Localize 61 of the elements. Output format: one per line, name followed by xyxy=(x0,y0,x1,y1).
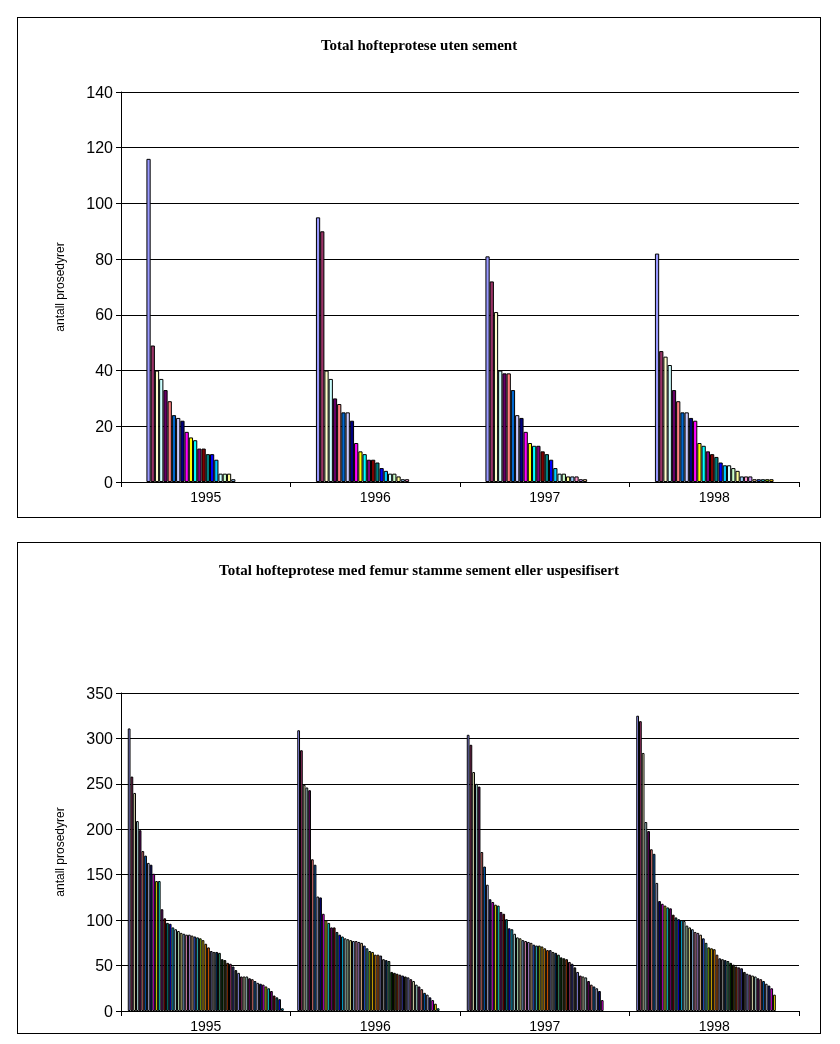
bar xyxy=(375,462,380,482)
bar xyxy=(570,476,575,482)
y-tick-label: 120 xyxy=(86,139,114,157)
bar xyxy=(222,473,227,482)
bar xyxy=(748,476,753,482)
bar xyxy=(371,459,376,482)
bar xyxy=(536,445,541,482)
bar xyxy=(506,373,511,482)
bar xyxy=(565,476,571,482)
bar xyxy=(714,456,719,482)
bar xyxy=(532,445,537,482)
bar xyxy=(722,465,727,482)
bar xyxy=(362,454,367,482)
y-axis-title: antall prosedyrer xyxy=(53,242,67,332)
bar xyxy=(710,454,715,482)
bar xyxy=(726,465,732,482)
bar xyxy=(209,454,215,482)
y-tick-label: 350 xyxy=(86,684,114,702)
y-tick-label: 100 xyxy=(86,194,114,212)
bar xyxy=(544,454,549,482)
bar xyxy=(701,445,706,482)
y-tick-label: 80 xyxy=(95,250,114,268)
chart-title: Total hofteprotese uten sement xyxy=(320,36,518,53)
bar xyxy=(502,373,507,482)
bar xyxy=(387,473,393,482)
y-tick-label: 140 xyxy=(86,83,114,101)
y-tick-label: 0 xyxy=(104,473,114,491)
bar xyxy=(383,470,388,482)
y-tick-label: 100 xyxy=(86,911,114,929)
y-tick-label: 40 xyxy=(95,362,114,380)
bar xyxy=(743,476,749,482)
bar xyxy=(574,476,579,482)
bar xyxy=(684,412,689,482)
bar xyxy=(226,473,232,482)
x-tick-label: 1995 xyxy=(190,1018,222,1034)
y-tick-label: 20 xyxy=(95,417,114,435)
x-tick-label: 1997 xyxy=(529,489,561,505)
bar xyxy=(345,412,350,482)
y-tick-label: 200 xyxy=(86,820,114,838)
x-tick-label: 1997 xyxy=(529,1018,561,1034)
bar xyxy=(396,476,401,482)
y-tick-label: 50 xyxy=(95,957,114,975)
bar xyxy=(735,470,740,482)
x-tick-label: 1998 xyxy=(698,1018,731,1034)
x-tick-label: 1996 xyxy=(359,489,392,505)
bar xyxy=(176,417,181,482)
bar xyxy=(201,448,206,482)
bar xyxy=(392,473,397,482)
x-tick-label: 1995 xyxy=(190,489,222,505)
bar xyxy=(731,468,736,482)
x-tick-label: 1998 xyxy=(698,489,731,505)
y-tick-label: 60 xyxy=(95,306,114,324)
bar xyxy=(193,440,198,482)
y-tick-label: 0 xyxy=(104,1002,114,1020)
y-tick-label: 250 xyxy=(86,775,114,793)
y-tick-label: 150 xyxy=(86,866,114,884)
y-tick-label: 300 xyxy=(86,729,114,747)
x-tick-label: 1996 xyxy=(359,1018,392,1034)
y-axis-title: antall prosedyrer xyxy=(53,807,67,897)
bar xyxy=(561,473,566,482)
chart-title: Total hofteprotese med femur stamme sement eller uspesifisert xyxy=(219,561,619,578)
